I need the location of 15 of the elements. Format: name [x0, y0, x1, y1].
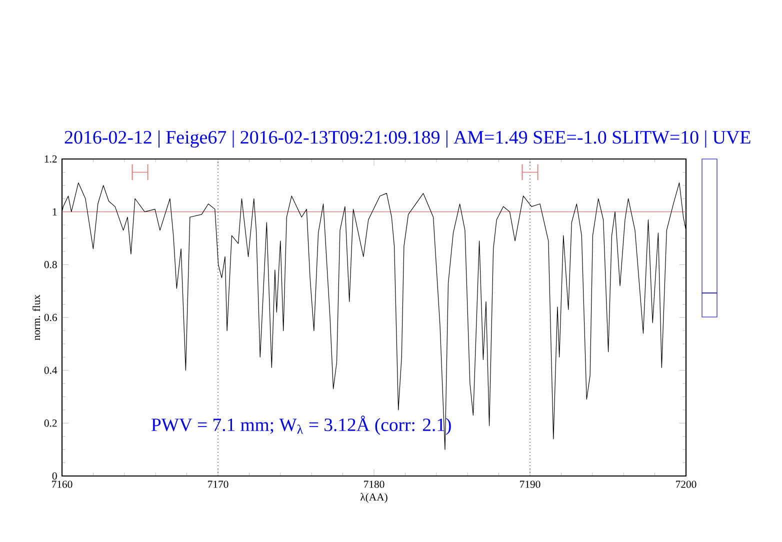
- y-tick-label: 0.6: [44, 314, 57, 322]
- y-tick-label: 0.4: [44, 366, 58, 374]
- x-tick-label: 7180: [364, 480, 384, 488]
- x-axis-title: λ(AA): [360, 493, 388, 503]
- y-axis-title: norm. flux: [32, 294, 40, 340]
- x-tick-label: 7160: [52, 480, 72, 488]
- x-tick-label: 7200: [676, 480, 696, 488]
- y-tick-label: 1: [52, 208, 57, 216]
- y-tick-label: 0: [52, 472, 57, 480]
- y-tick-label: 0.2: [44, 420, 57, 427]
- y-tick-label: 0.8: [44, 261, 57, 268]
- chart-title: 2016-02-12 | Feige67 | 2016-02-13T09:21:09.189 | AM=1.49 SEE=-1.0 SLITW=10 | UVE: [64, 130, 750, 148]
- y-tick-label: 1.2: [44, 155, 57, 163]
- x-tick-label: 7170: [208, 480, 228, 488]
- x-tick-label: 7190: [520, 480, 540, 488]
